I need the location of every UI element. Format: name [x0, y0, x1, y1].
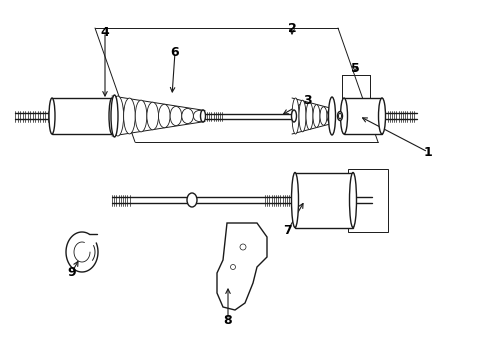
Polygon shape [52, 98, 112, 134]
Ellipse shape [230, 265, 236, 270]
Ellipse shape [187, 193, 197, 207]
Text: 6: 6 [171, 45, 179, 59]
Ellipse shape [158, 104, 170, 128]
Polygon shape [295, 172, 353, 228]
Ellipse shape [306, 102, 313, 130]
Ellipse shape [313, 105, 320, 127]
Ellipse shape [200, 110, 205, 122]
Text: 7: 7 [284, 224, 293, 237]
Polygon shape [217, 223, 267, 310]
Ellipse shape [170, 106, 182, 126]
Ellipse shape [240, 244, 246, 250]
Ellipse shape [123, 98, 135, 134]
Ellipse shape [112, 96, 123, 136]
Text: 8: 8 [224, 314, 232, 327]
Ellipse shape [194, 111, 205, 122]
Text: 2: 2 [288, 22, 296, 35]
Ellipse shape [135, 100, 147, 132]
Ellipse shape [292, 110, 296, 122]
Polygon shape [344, 98, 382, 134]
Ellipse shape [341, 98, 347, 134]
Text: 4: 4 [100, 26, 109, 39]
Text: 3: 3 [304, 94, 312, 107]
Ellipse shape [320, 107, 327, 125]
Ellipse shape [109, 98, 115, 134]
Ellipse shape [349, 172, 357, 228]
Ellipse shape [378, 98, 386, 134]
Ellipse shape [111, 95, 118, 137]
Text: 9: 9 [68, 266, 76, 279]
Polygon shape [348, 168, 388, 231]
Ellipse shape [339, 113, 342, 119]
Ellipse shape [147, 102, 158, 130]
Ellipse shape [338, 112, 343, 121]
Ellipse shape [292, 172, 298, 228]
Ellipse shape [299, 100, 306, 132]
Text: 1: 1 [424, 145, 432, 158]
Ellipse shape [327, 109, 334, 123]
Ellipse shape [182, 108, 194, 123]
Ellipse shape [292, 98, 299, 134]
Text: 5: 5 [351, 62, 359, 75]
Ellipse shape [328, 97, 336, 135]
Ellipse shape [49, 98, 55, 134]
